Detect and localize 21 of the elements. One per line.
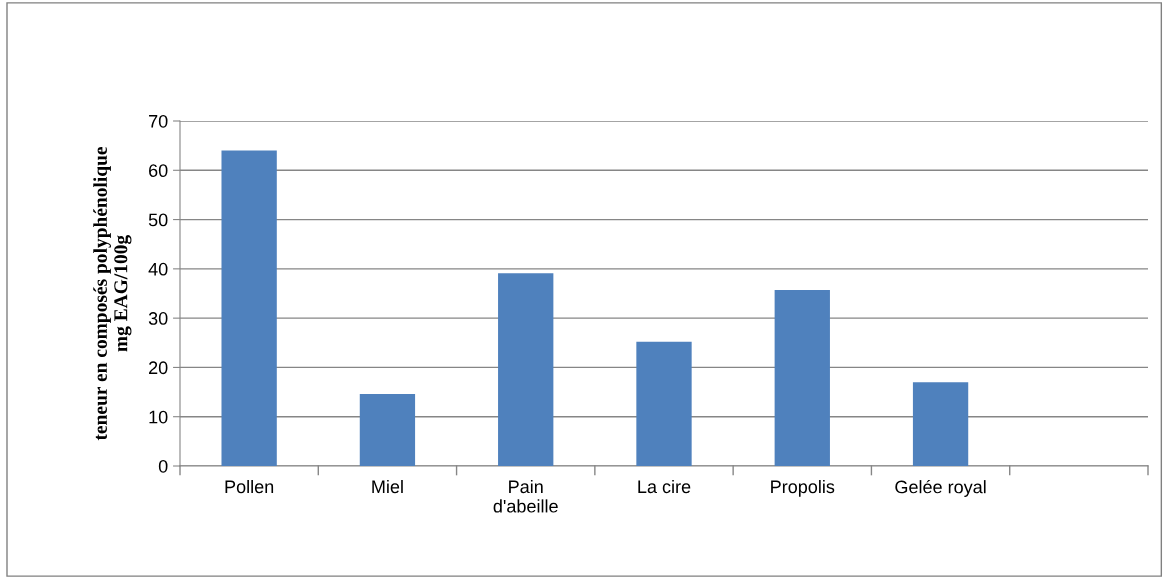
y-tick-label: 50 [148,213,168,227]
x-tick-label: Pain d'abeille [493,479,558,513]
y-axis-title: teneur en composés polyphénolique mg EAG/100g [93,146,132,441]
bar [636,341,692,466]
bar [912,382,969,466]
x-tick-label: La cire [638,479,691,494]
y-tick-label: 60 [149,164,168,178]
y-tick-label: 70 [149,114,168,128]
x-tick-label: Propolis [771,479,835,497]
x-tick-label: Pollen [225,479,274,494]
y-tick-label: 40 [148,262,168,276]
y-tick-label: 0 [158,459,168,473]
y-tick-label: 20 [149,361,168,375]
x-tick-label: Miel [372,479,403,494]
bar [498,273,554,466]
y-tick-label: 10 [149,410,168,424]
bar [774,290,830,466]
bar [359,394,416,466]
bar [221,150,277,466]
y-tick-label: 30 [148,312,168,325]
x-tick-label: Gelée royal [895,479,986,497]
